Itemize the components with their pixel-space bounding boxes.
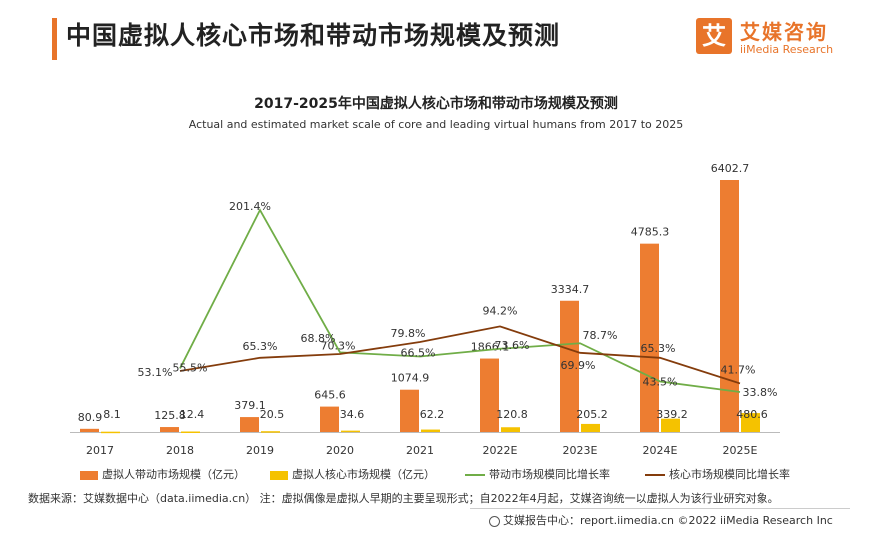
label-driven-2019: 379.1 — [234, 399, 266, 412]
data-source-note: 数据来源：艾媒数据中心（data.iimedia.cn） 注：虚拟偶像是虚拟人早… — [28, 492, 779, 505]
chart-legend: 虚拟人带动市场规模（亿元） 虚拟人核心市场规模（亿元） 带动市场规模同比增长率 … — [80, 466, 840, 484]
logo-mark-icon: 艾 — [696, 18, 732, 54]
footer-divider — [470, 508, 850, 509]
bar-core-2020 — [341, 430, 360, 433]
label-driven-growth-2025E: 33.8% — [743, 386, 778, 399]
brand-name-en: iiMedia Research — [740, 43, 834, 56]
x-tick-2022E: 2022E — [483, 444, 518, 457]
label-core-growth-2023E: 69.9% — [561, 359, 596, 372]
footer-copyright: 艾媒报告中心：report.iimedia.cn ©2022 iiMedia R… — [489, 512, 833, 528]
label-core-2020: 34.6 — [340, 408, 365, 421]
label-driven-2020: 645.6 — [314, 389, 346, 402]
legend-swatch-driven-bar — [80, 470, 98, 480]
label-core-2025E: 480.6 — [736, 408, 768, 421]
x-tick-2025E: 2025E — [723, 444, 758, 457]
label-core-growth-2024E: 65.3% — [641, 342, 676, 355]
x-tick-2023E: 2023E — [563, 444, 598, 457]
label-core-2022E: 120.8 — [496, 408, 528, 421]
legend-label-core-growth: 核心市场规模同比增长率 — [669, 468, 790, 481]
legend-item-core-bar: 虚拟人核心市场规模（亿元） — [270, 466, 435, 482]
label-driven-growth-2022E: 73.6% — [495, 339, 530, 352]
x-tick-2021: 2021 — [406, 444, 434, 457]
bar-driven-2019 — [240, 417, 259, 432]
label-core-2024E: 339.2 — [656, 408, 688, 421]
bar-core-2022E — [501, 427, 520, 432]
bar-driven-2023E — [560, 300, 579, 432]
x-tick-2017: 2017 — [86, 444, 114, 457]
line-core-growth — [179, 325, 741, 385]
label-driven-growth-2023E: 78.7% — [583, 329, 618, 342]
label-core-2019: 20.5 — [260, 408, 285, 421]
legend-item-driven-bar: 虚拟人带动市场规模（亿元） — [80, 466, 245, 482]
chart-subtitle: Actual and estimated market scale of cor… — [188, 118, 684, 131]
label-core-growth-2019: 65.3% — [243, 340, 278, 353]
page-title: 中国虚拟人核心市场和带动市场规模及预测 — [66, 21, 561, 50]
label-driven-growth-2019: 201.4% — [229, 200, 271, 213]
label-driven-2023E: 3334.7 — [551, 283, 590, 296]
label-driven-2021: 1074.9 — [391, 372, 430, 385]
bar-driven-2021 — [400, 389, 419, 432]
x-tick-2024E: 2024E — [643, 444, 678, 457]
line-driven-growth — [179, 208, 741, 393]
label-core-growth-2025E: 41.7% — [721, 363, 756, 376]
legend-label-driven-growth: 带动市场规模同比增长率 — [489, 468, 610, 481]
bar-driven-2024E — [640, 243, 659, 432]
bar-driven-2025E — [720, 180, 739, 432]
footer-text: 艾媒报告中心：report.iimedia.cn ©2022 iiMedia R… — [503, 514, 833, 527]
label-core-growth-2020: 68.8% — [301, 332, 336, 345]
label-core-2017: 8.1 — [103, 408, 121, 421]
legend-swatch-core-bar — [270, 470, 288, 480]
bar-driven-2018 — [160, 427, 179, 432]
label-core-2023E: 205.2 — [576, 408, 608, 421]
brand-name-cn: 艾媒咨询 — [740, 20, 828, 44]
label-driven-growth-2020: 70.3% — [321, 339, 356, 352]
label-driven-growth-2024E: 43.5% — [643, 375, 678, 388]
label-driven-growth-2021: 66.5% — [401, 346, 436, 359]
bar-core-2024E — [661, 418, 680, 432]
x-tick-2020: 2020 — [326, 444, 354, 457]
bar-core-2019 — [261, 431, 280, 433]
legend-swatch-core-growth — [645, 474, 665, 476]
bar-core-2017 — [101, 431, 120, 434]
legend-label-core-bar: 虚拟人核心市场规模（亿元） — [292, 468, 435, 481]
title-accent-bar — [52, 18, 57, 60]
label-driven-2025E: 6402.7 — [711, 162, 750, 175]
bar-core-2025E — [741, 413, 760, 432]
label-driven-2018: 125.8 — [154, 409, 186, 422]
bar-driven-2020 — [320, 406, 339, 432]
label-core-growth-2021: 79.8% — [391, 327, 426, 340]
report-center-icon — [489, 515, 500, 527]
x-tick-2019: 2019 — [246, 444, 274, 457]
label-core-2018: 12.4 — [180, 408, 205, 421]
x-tick-2018: 2018 — [166, 444, 194, 457]
legend-item-core-growth: 核心市场规模同比增长率 — [645, 466, 790, 482]
label-core-growth-2022E: 94.2% — [483, 304, 518, 317]
bar-core-2021 — [421, 429, 440, 432]
label-core-2021: 62.2 — [420, 408, 445, 421]
label-driven-2024E: 4785.3 — [631, 226, 670, 239]
brand-logo: 艾 艾媒咨询 iiMedia Research — [696, 16, 846, 60]
label-driven-2017: 80.9 — [78, 411, 103, 424]
legend-item-driven-growth: 带动市场规模同比增长率 — [465, 466, 610, 482]
bar-core-2018 — [181, 431, 200, 434]
legend-label-driven-bar: 虚拟人带动市场规模（亿元） — [102, 468, 245, 481]
bar-driven-2017 — [80, 428, 99, 432]
chart-title: 2017-2025年中国虚拟人核心市场和带动市场规模及预测 — [254, 96, 618, 112]
label-driven-growth-2018: 55.5% — [173, 361, 208, 374]
bar-core-2023E — [581, 423, 600, 432]
legend-swatch-driven-growth — [465, 474, 485, 476]
bar-driven-2022E — [480, 358, 499, 432]
label-core-growth-2018: 53.1% — [138, 366, 173, 379]
